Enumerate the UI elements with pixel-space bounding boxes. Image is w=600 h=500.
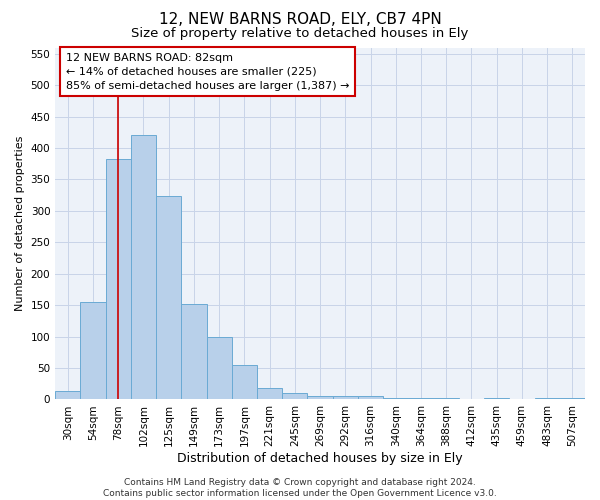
Bar xyxy=(106,158,131,400)
Bar xyxy=(232,365,257,400)
Bar xyxy=(206,336,232,400)
Bar xyxy=(55,392,80,400)
Bar xyxy=(131,136,156,400)
Bar xyxy=(282,393,307,400)
Bar xyxy=(484,398,509,400)
Bar xyxy=(80,302,106,400)
Bar xyxy=(383,398,409,400)
Bar xyxy=(358,396,383,400)
Bar xyxy=(535,398,560,400)
Text: Contains HM Land Registry data © Crown copyright and database right 2024.
Contai: Contains HM Land Registry data © Crown c… xyxy=(103,478,497,498)
Bar xyxy=(409,398,434,400)
Text: 12, NEW BARNS ROAD, ELY, CB7 4PN: 12, NEW BARNS ROAD, ELY, CB7 4PN xyxy=(158,12,442,26)
Y-axis label: Number of detached properties: Number of detached properties xyxy=(15,136,25,311)
Bar xyxy=(560,398,585,400)
X-axis label: Distribution of detached houses by size in Ely: Distribution of detached houses by size … xyxy=(177,452,463,465)
Bar xyxy=(307,396,332,400)
Bar xyxy=(181,304,206,400)
Text: Size of property relative to detached houses in Ely: Size of property relative to detached ho… xyxy=(131,28,469,40)
Bar xyxy=(434,398,459,400)
Text: 12 NEW BARNS ROAD: 82sqm
← 14% of detached houses are smaller (225)
85% of semi-: 12 NEW BARNS ROAD: 82sqm ← 14% of detach… xyxy=(66,53,349,91)
Bar xyxy=(332,396,358,400)
Bar xyxy=(156,196,181,400)
Bar xyxy=(257,388,282,400)
